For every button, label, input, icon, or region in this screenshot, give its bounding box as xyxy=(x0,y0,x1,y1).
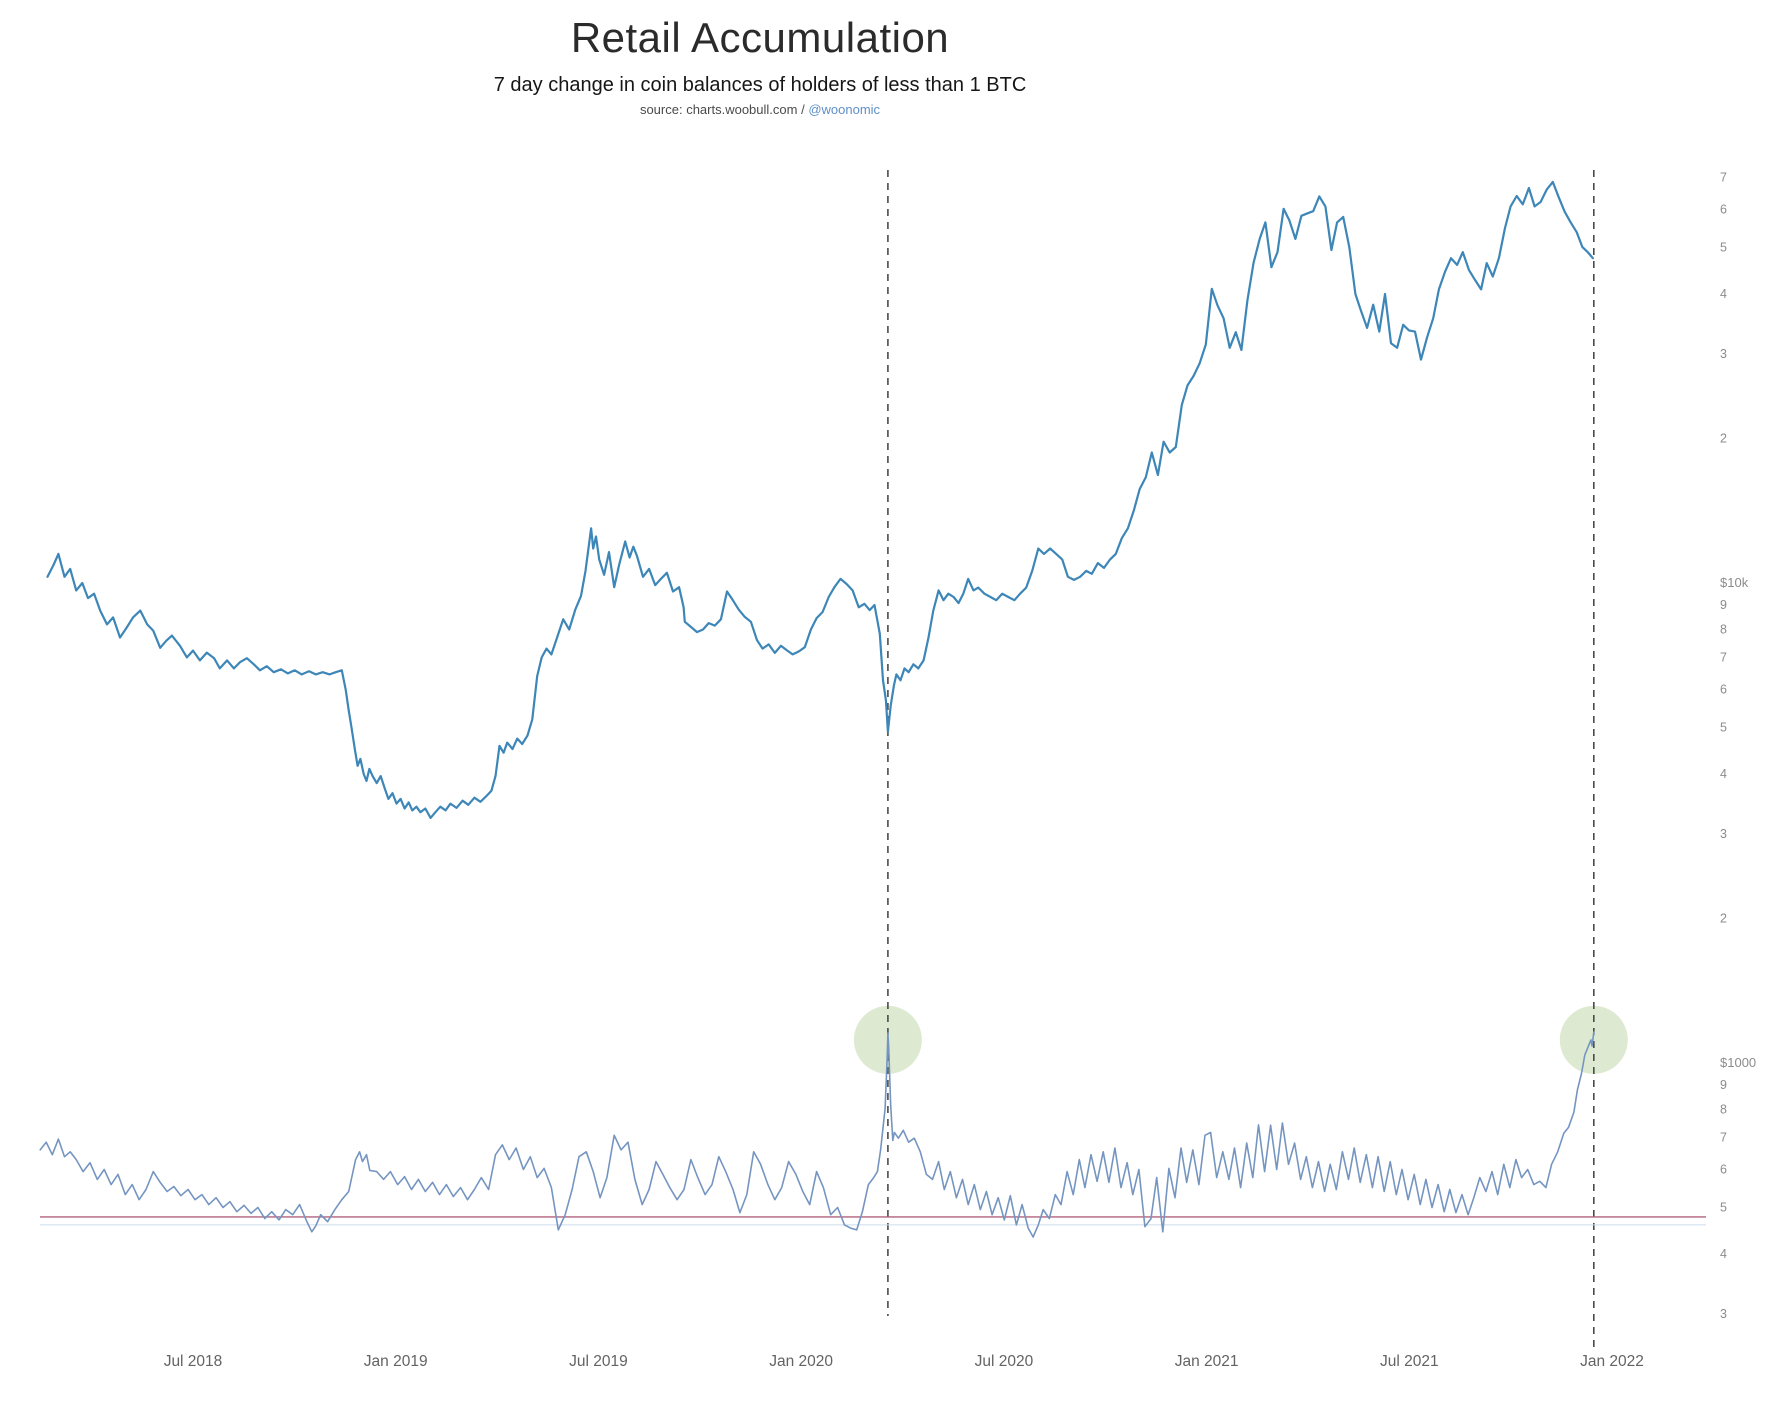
y-axis-tick-label: 5 xyxy=(1720,241,1727,255)
chart-source: source: charts.woobull.com / @woonomic xyxy=(0,102,1520,117)
y-axis-tick-label: 3 xyxy=(1720,347,1727,361)
y-axis-tick-label: 3 xyxy=(1720,827,1727,841)
y-axis-tick-label: 8 xyxy=(1720,623,1727,637)
y-axis-tick-label: 4 xyxy=(1720,1247,1727,1261)
x-axis-tick-label: Jan 2019 xyxy=(364,1353,428,1370)
x-axis-tick-label: Jul 2018 xyxy=(164,1353,223,1370)
y-axis-tick-label: 5 xyxy=(1720,721,1727,735)
x-axis-tick-label: Jul 2021 xyxy=(1380,1353,1439,1370)
y-axis-tick-label: 6 xyxy=(1720,203,1727,217)
y-axis-tick-label: 7 xyxy=(1720,1130,1727,1144)
y-axis-tick-label: 6 xyxy=(1720,683,1727,697)
y-axis-tick-label: 2 xyxy=(1720,912,1727,926)
y-axis-tick-label: 7 xyxy=(1720,170,1727,184)
x-axis-tick-label: Jul 2020 xyxy=(975,1353,1034,1370)
x-axis-tick-label: Jul 2019 xyxy=(569,1353,628,1370)
event-highlight-circle xyxy=(1559,1005,1628,1074)
y-axis-tick-label: 5 xyxy=(1720,1201,1727,1215)
source-link[interactable]: @woonomic xyxy=(808,102,881,117)
y-axis-tick-label: 3 xyxy=(1720,1307,1727,1321)
chart-header: Retail Accumulation 7 day change in coin… xyxy=(0,0,1520,117)
x-axis-tick-label: Jan 2021 xyxy=(1175,1353,1239,1370)
source-prefix-text: source: charts.woobull.com / xyxy=(639,102,809,117)
chart-subtitle: 7 day change in coin balances of holders… xyxy=(493,74,1027,96)
y-axis-tick-label: 4 xyxy=(1720,287,1727,301)
y-axis-tick-label: 4 xyxy=(1720,767,1727,781)
retail-change-series-line xyxy=(39,1031,1595,1238)
x-axis-tick-label: Jan 2022 xyxy=(1580,1353,1644,1370)
y-axis-tick-label: $10k xyxy=(1720,575,1749,590)
y-axis-tick-label: 9 xyxy=(1720,1078,1727,1092)
y-axis-tick-label: 9 xyxy=(1720,598,1727,612)
x-axis-tick-label: Jan 2020 xyxy=(769,1353,833,1370)
y-axis-tick-label: 7 xyxy=(1720,650,1727,664)
y-axis-tick-label: $1000 xyxy=(1720,1055,1756,1070)
btc-price-series-line xyxy=(46,180,1595,820)
y-axis-tick-label: 6 xyxy=(1720,1163,1727,1177)
page-title: Retail Accumulation xyxy=(570,14,950,61)
y-axis-tick-label: 2 xyxy=(1720,432,1727,446)
y-axis-tick-label: 8 xyxy=(1720,1103,1727,1117)
